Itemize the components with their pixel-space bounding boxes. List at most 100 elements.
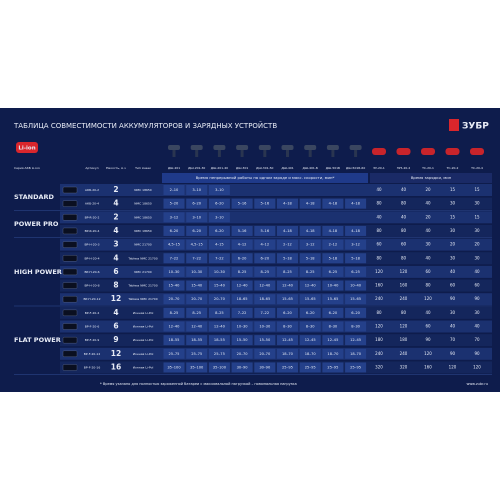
runtime: 5–16 (238, 229, 247, 233)
runtime: 2–12 (329, 243, 338, 247)
runtime-cell (163, 266, 185, 277)
charge-time: 90 (450, 296, 456, 301)
tool-icon (258, 145, 271, 150)
charge-time: 30 (450, 228, 456, 233)
charge-time: 40 (401, 214, 407, 219)
runtime-cell (208, 212, 230, 223)
cell-type: NMC 18650 (134, 215, 152, 219)
runtime: 5–20 (170, 202, 179, 206)
runtime: 35–100 (190, 365, 204, 369)
runtime-cell (231, 348, 253, 359)
tool-header: ДШ-501Б (326, 166, 340, 170)
charge-time: 240 (400, 296, 408, 301)
runtime: 30–90 (259, 365, 271, 369)
capacity: 4 (113, 199, 118, 208)
cell-type: Ионная Li-Pol (133, 352, 154, 356)
runtime-cell (345, 253, 367, 264)
runtime: 10–30 (214, 270, 226, 274)
cell-type: Ионная Li-Pol (133, 325, 154, 329)
runtime: 10–40 (350, 284, 362, 288)
runtime: 12–40 (169, 325, 181, 329)
logo-mark (449, 119, 459, 131)
battery-icon (62, 309, 78, 317)
runtime-cell (163, 198, 185, 209)
runtime: 10–30 (191, 270, 203, 274)
runtime-cell (299, 362, 321, 373)
runtime: 12–45 (327, 338, 338, 342)
runtime-cell (231, 239, 253, 250)
charge-time: 30 (450, 310, 456, 315)
charge-time: 80 (376, 310, 382, 315)
runtime-cell (163, 212, 185, 223)
runtime: 25–95 (305, 365, 316, 369)
runtime: 6–20 (351, 311, 360, 315)
runtime-cell (254, 239, 276, 250)
runtime-cell (163, 185, 185, 195)
runtime-cell (231, 280, 253, 291)
runtime-cell (163, 307, 185, 318)
runtime-cell (254, 348, 276, 359)
runtime: 6–20 (260, 256, 269, 260)
runtime: 25–75 (214, 352, 225, 356)
runtime: 6–20 (283, 311, 292, 315)
runtime: 6–20 (238, 256, 247, 260)
tool-header: ДШ-301 (236, 166, 248, 170)
charge-time: 20 (425, 187, 431, 192)
cell-type: NMC 18650 (134, 229, 152, 233)
charge-time: 15 (474, 187, 480, 192)
article: АКБ-20-4 (85, 202, 99, 206)
cell-type: Tabless NMC 21700 (127, 284, 157, 288)
runtime: 20–70 (214, 297, 226, 301)
runtime-cell (231, 198, 253, 209)
battery-icon (62, 227, 78, 235)
charge-time: 160 (424, 364, 432, 369)
runtime-cell (231, 253, 253, 264)
runtime-cell (322, 280, 344, 291)
cell-type: Tabless NMC 21700 (127, 256, 157, 260)
charge-time: 120 (473, 364, 481, 369)
cell-type: NMC 18650 (134, 202, 152, 206)
runtime-cell (345, 280, 367, 291)
runtime-cell (299, 225, 321, 236)
battery-icon (62, 186, 78, 194)
runtime-cell (345, 307, 367, 318)
capacity-header: Емкость, А·ч (106, 166, 126, 170)
cell-type: NMC 21700 (134, 270, 152, 274)
runtime: 4–18 (283, 202, 292, 206)
runtime-cell (254, 266, 276, 277)
charge-header-bg (370, 173, 492, 183)
runtime: 4–12 (260, 243, 269, 247)
runtime-cell (299, 266, 321, 277)
tool-header: ДШ-401 (281, 166, 293, 170)
runtime: 10–30 (237, 325, 249, 329)
tool-header: ДШ-301-50 (256, 166, 273, 170)
charge-time: 70 (474, 337, 480, 342)
runtime: 6–20 (306, 311, 315, 315)
tool-header: ДШ-401-Б (302, 166, 318, 170)
runtime-cell (208, 198, 230, 209)
runtime-cell (186, 266, 208, 277)
battery-icon (62, 323, 78, 330)
runtime: 12–40 (214, 325, 226, 329)
runtime: 15–65 (327, 297, 338, 301)
charger-icon (445, 148, 460, 155)
runtime: 8–25 (170, 311, 179, 315)
cell-type: Ионная Li-Pol (133, 311, 154, 315)
runtime: 4–15 (215, 243, 224, 247)
article: ВР-H-20-12 (83, 297, 100, 301)
charge-time: 60 (425, 269, 431, 274)
runtime: 15–50 (259, 338, 271, 342)
runtime-cell (163, 253, 185, 264)
charge-time: 60 (474, 283, 480, 288)
charge-time: 90 (474, 296, 480, 301)
runtime-cell (299, 239, 321, 250)
tool-icon (349, 145, 362, 150)
cell-type: NMC 21700 (134, 243, 152, 247)
runtime-cell (322, 266, 344, 277)
runtime: 15–40 (169, 284, 181, 288)
runtime-cell (186, 198, 208, 209)
runtime-cell (345, 362, 367, 373)
charger-header: ТС-20-4 (470, 166, 483, 170)
runtime-cell (345, 335, 367, 346)
runtime-cell (231, 321, 253, 332)
